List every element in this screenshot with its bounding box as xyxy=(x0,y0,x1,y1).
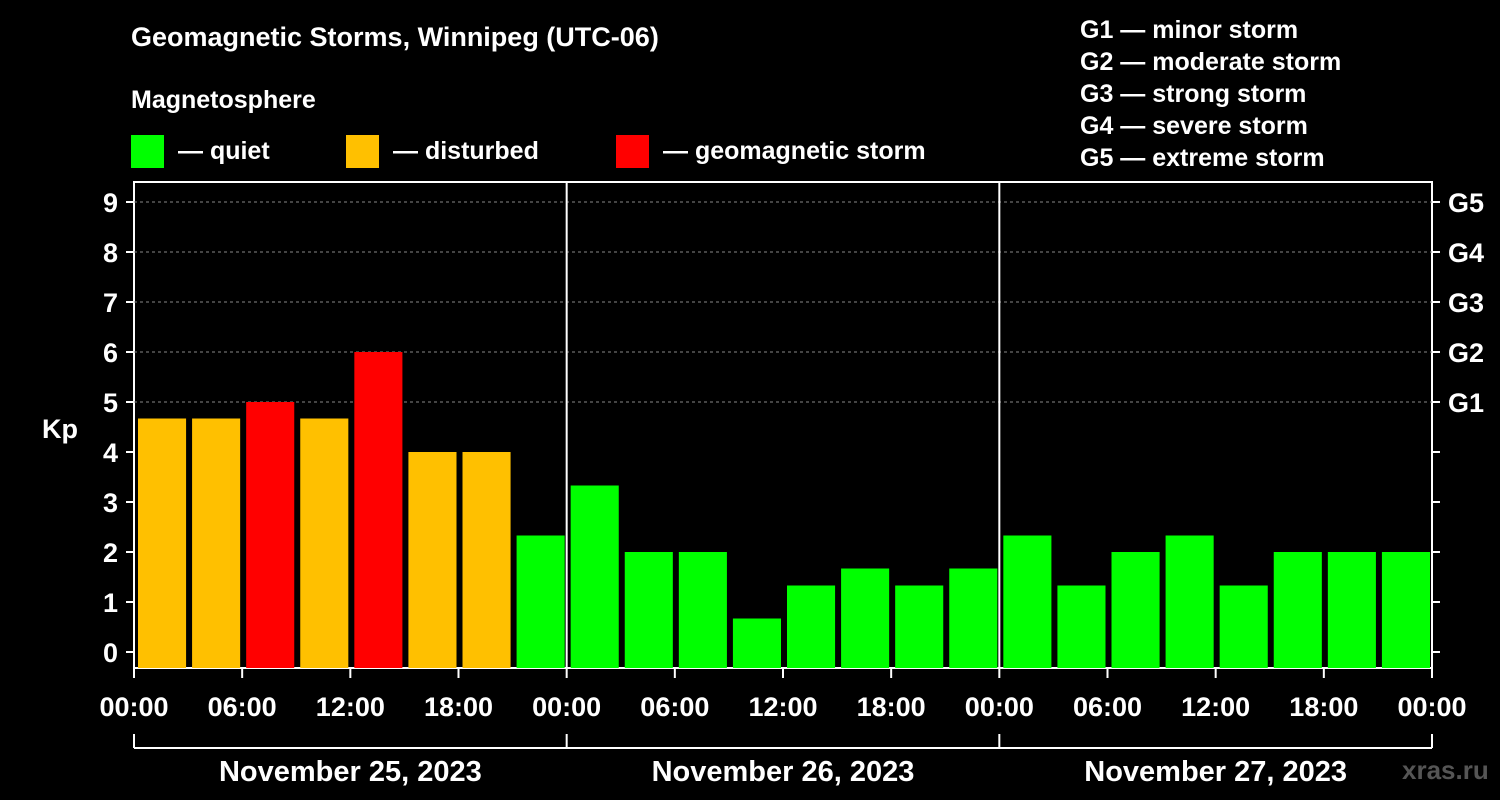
y-tick-label-0: 0 xyxy=(103,638,118,668)
kp-bar-11 xyxy=(732,618,781,668)
kp-bar-3 xyxy=(300,418,349,668)
y-tick-label-8: 8 xyxy=(103,238,118,268)
storm-scale-g4: G4 — severe storm xyxy=(1080,112,1308,140)
kp-bar-5 xyxy=(408,452,457,668)
kp-bar-2 xyxy=(246,402,295,668)
y-tick-label-5: 5 xyxy=(103,388,118,418)
kp-bar-7 xyxy=(516,535,565,668)
x-tick-label-6: 12:00 xyxy=(748,692,817,722)
x-tick-label-11: 18:00 xyxy=(1289,692,1358,722)
g-level-label-G2: G2 xyxy=(1448,338,1484,368)
y-tick-label-4: 4 xyxy=(103,438,118,468)
kp-bar-18 xyxy=(1111,552,1160,668)
g-level-label-G5: G5 xyxy=(1448,188,1484,218)
storm-scale-list: G1 — minor storm G2 — moderate storm G3 … xyxy=(1080,14,1341,174)
y-tick-label-6: 6 xyxy=(103,338,118,368)
x-tick-label-1: 06:00 xyxy=(208,692,277,722)
day-label-1: November 26, 2023 xyxy=(652,756,915,788)
kp-bar-13 xyxy=(841,568,890,668)
kp-bar-6 xyxy=(462,452,511,668)
legend-item-storm: — geomagnetic storm xyxy=(616,134,926,168)
chart-title: Geomagnetic Storms, Winnipeg (UTC-06) xyxy=(131,22,659,52)
x-tick-label-0: 00:00 xyxy=(99,692,168,722)
kp-bar-15 xyxy=(949,568,998,668)
kp-bar-8 xyxy=(570,485,619,668)
storm-scale-g5: G5 — extreme storm xyxy=(1080,144,1325,172)
kp-bar-23 xyxy=(1381,552,1430,668)
x-tick-label-4: 00:00 xyxy=(532,692,601,722)
y-tick-label-2: 2 xyxy=(103,538,118,568)
watermark: xras.ru xyxy=(1402,755,1489,785)
legend-item-quiet: — quiet xyxy=(131,134,270,168)
kp-bar-19 xyxy=(1165,535,1214,668)
kp-bar-20 xyxy=(1219,585,1268,668)
legend-swatch-storm xyxy=(616,134,649,168)
x-tick-label-7: 18:00 xyxy=(857,692,926,722)
kp-bar-16 xyxy=(1003,535,1052,668)
y-tick-label-3: 3 xyxy=(103,488,118,518)
g-level-label-G1: G1 xyxy=(1448,388,1484,418)
kp-bar-9 xyxy=(624,552,673,668)
y-tick-label-9: 9 xyxy=(103,188,118,218)
storm-scale-g3: G3 — strong storm xyxy=(1080,80,1307,108)
kp-bar-21 xyxy=(1273,552,1322,668)
y-tick-label-1: 1 xyxy=(103,588,118,618)
kp-bar-22 xyxy=(1327,552,1376,668)
legend-label-quiet: — quiet xyxy=(178,136,270,165)
kp-bar-17 xyxy=(1057,585,1106,668)
x-tick-label-5: 06:00 xyxy=(640,692,709,722)
x-tick-label-8: 00:00 xyxy=(965,692,1034,722)
legend-swatch-disturbed xyxy=(346,134,379,168)
x-tick-label-10: 12:00 xyxy=(1181,692,1250,722)
x-tick-label-3: 18:00 xyxy=(424,692,493,722)
legend-swatch-quiet xyxy=(131,134,164,168)
legend-label-disturbed: — disturbed xyxy=(393,136,539,165)
legend-item-disturbed: — disturbed xyxy=(346,134,539,168)
x-tick-label-2: 12:00 xyxy=(316,692,385,722)
day-label-0: November 25, 2023 xyxy=(219,756,482,788)
y-tick-label-7: 7 xyxy=(103,288,118,318)
kp-bar-1 xyxy=(192,418,241,668)
storm-scale-g2: G2 — moderate storm xyxy=(1080,48,1342,76)
magnetosphere-label: Magnetosphere xyxy=(131,86,316,114)
kp-bar-12 xyxy=(787,585,836,668)
g-level-label-G4: G4 xyxy=(1448,238,1484,268)
kp-bar-4 xyxy=(354,352,403,668)
y-axis-label: Kp xyxy=(42,414,78,444)
x-tick-label-12: 00:00 xyxy=(1397,692,1466,722)
kp-bar-10 xyxy=(678,552,727,668)
x-tick-label-9: 06:00 xyxy=(1073,692,1142,722)
kp-bar-0 xyxy=(138,418,187,668)
g-level-label-G3: G3 xyxy=(1448,288,1484,318)
kp-bar-14 xyxy=(895,585,944,668)
day-label-2: November 27, 2023 xyxy=(1084,756,1347,788)
storm-scale-g1: G1 — minor storm xyxy=(1080,16,1299,44)
legend-label-storm: — geomagnetic storm xyxy=(663,136,926,165)
